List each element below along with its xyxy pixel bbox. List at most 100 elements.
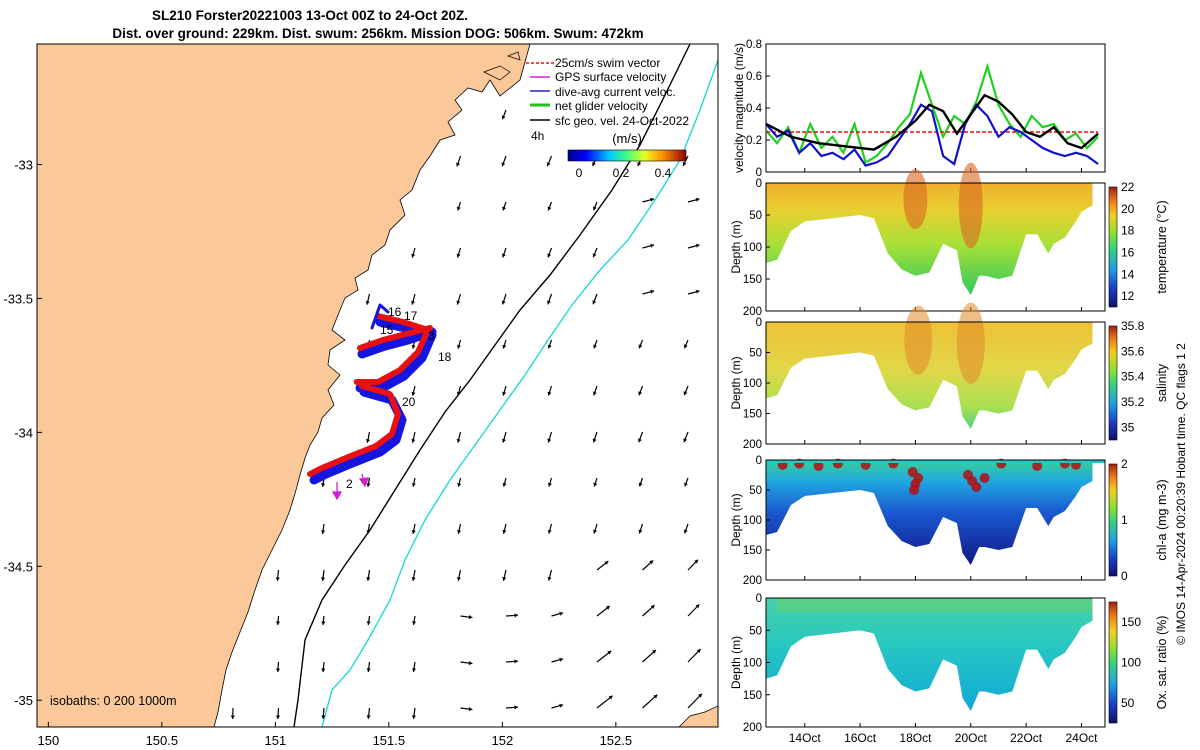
map-y-axis: -33 -33.5 -34 -34.5 -35 [3,158,42,708]
vector-arrow-head [411,438,416,443]
section-y-label: Depth (m) [729,356,743,409]
colorbar-tick-label: 16 [1121,245,1135,259]
map-legend: 25cm/s swim vector GPS surface velocity … [526,56,689,143]
vector-arrow-head [547,344,552,349]
vector-arrow-head [695,243,700,248]
vector-arrow-head [411,577,416,581]
map-x-tick-label: 152 [491,733,513,748]
section-y-tick-label: 150 [743,274,762,286]
vector-arrow-head [593,344,598,349]
chl-patch [979,473,990,483]
vector-arrow-head [411,391,416,396]
time-tick-label: 18Oct [899,731,932,745]
map-x-tick-label: 152.5 [600,733,633,748]
vector-arrow-head [650,289,655,294]
time-tick-label: 16Oct [844,731,877,745]
isobath-1000m [321,59,718,727]
vector-arrow-head [559,703,564,708]
vector-arrow-head [684,482,688,487]
legend-gps-velocity: GPS surface velocity [555,70,666,84]
vector-arrow-head [559,657,564,662]
surface-band [777,598,1093,612]
section-y-tick-label: 100 [743,378,762,390]
section-y-tick-label: 100 [743,515,762,527]
vector-arrow-head [637,438,642,443]
vector-arrow-head [593,529,598,534]
vector-arrow-head [502,391,507,396]
vector-arrow-head [501,162,506,167]
vector-arrow-head [592,300,597,305]
vector-arrow-head [547,482,552,487]
section-panel: 0 50 100 150 200 Depth (m) 12 14 16 18 20 22 tempera… [729,162,1169,318]
geostrophic-vector-field [230,109,703,720]
vector-arrow-head [638,529,643,534]
surface-band [766,460,1105,463]
vector-arrow-head [321,530,326,534]
vel-y-tick-label: 0.8 [746,39,762,51]
velocity-panel: 0 0.2 0.4 0.6 0.8 velocity magnitude (m/s) [732,39,1106,179]
vector-arrow-head [638,482,643,487]
track-label: 15 [380,323,394,337]
vector-arrow-head [649,560,654,565]
vector-arrow-head [275,668,281,672]
time-tick-label: 14Oct [789,731,822,745]
colorbar-tick: 0 [576,166,583,180]
vector-arrow-head [321,577,326,581]
vector-arrow-head [605,605,610,610]
colorbar-tick-label: 14 [1121,267,1135,281]
vector-arrow-head [366,668,371,672]
coastal-islands [483,51,718,727]
vector-arrow-head [547,576,552,581]
section-y-tick-label: 200 [743,575,762,587]
vector-arrow-head [456,300,461,305]
colorbar-label: chl-a (mg m-3) [1155,479,1169,560]
vector-arrow-head [457,344,461,349]
vector-arrow-head [456,206,461,211]
map-frame [36,43,719,728]
vector-arrow-head [468,707,473,712]
vector-arrow-head [547,206,552,211]
section-colorbar [1108,463,1118,577]
chl-patch [813,461,824,471]
section-y-tick-label: 50 [749,625,762,637]
vector-arrow-head [683,529,688,534]
section-y-tick-label: 150 [743,690,762,702]
chl-patch [1032,461,1043,471]
colorbar-tick-label: 20 [1121,202,1135,216]
velocity-y-label: velocity magnitude (m/s) [732,43,746,173]
isobath-200m [293,44,691,727]
vector-arrow-head [501,438,506,443]
vector-arrow-head [637,162,642,166]
vector-arrow-head [457,529,462,534]
vector-arrow-head [547,529,552,534]
vector-arrow-head [457,482,462,487]
vector-arrow-head [592,206,597,211]
track-label: 20 [402,395,416,409]
vector-arrow-head [365,300,370,305]
legend-swim-vector: 25cm/s swim vector [555,56,660,70]
colorbar-tick-label: 35 [1121,420,1135,434]
vector-arrow-head [607,650,612,655]
colorbar-tick-label: 35.4 [1121,370,1145,384]
title-line-2: Dist. over ground: 229km. Dist. swum: 25… [112,26,643,41]
map-x-tick-label: 151.5 [373,733,406,748]
vector-arrow-head [502,482,507,487]
velocity-series-line [766,93,1099,151]
vector-arrow-head [366,483,371,487]
time-axis: 14Oct 16Oct 18Oct 20Oct 22Oct 24Oct [789,731,1098,745]
chl-patch [971,482,982,492]
vector-arrow-head [696,649,701,653]
map-y-tick-label: -35 [14,693,33,708]
section-y-tick-label: 150 [743,545,762,557]
vector-arrow-head [366,530,371,534]
vector-arrow-head [412,621,417,625]
vector-arrow-head [547,253,552,258]
land [37,44,531,727]
section-y-tick-label: 200 [743,722,762,734]
colorbar-tick-label: 1 [1121,513,1128,527]
section-y-tick-label: 50 [749,210,762,222]
vector-arrow-head [411,715,417,719]
warm-core [958,162,983,249]
section-y-tick-label: 50 [749,485,762,497]
track-labels: 16 17 15 3 18 20 2 [346,305,452,491]
